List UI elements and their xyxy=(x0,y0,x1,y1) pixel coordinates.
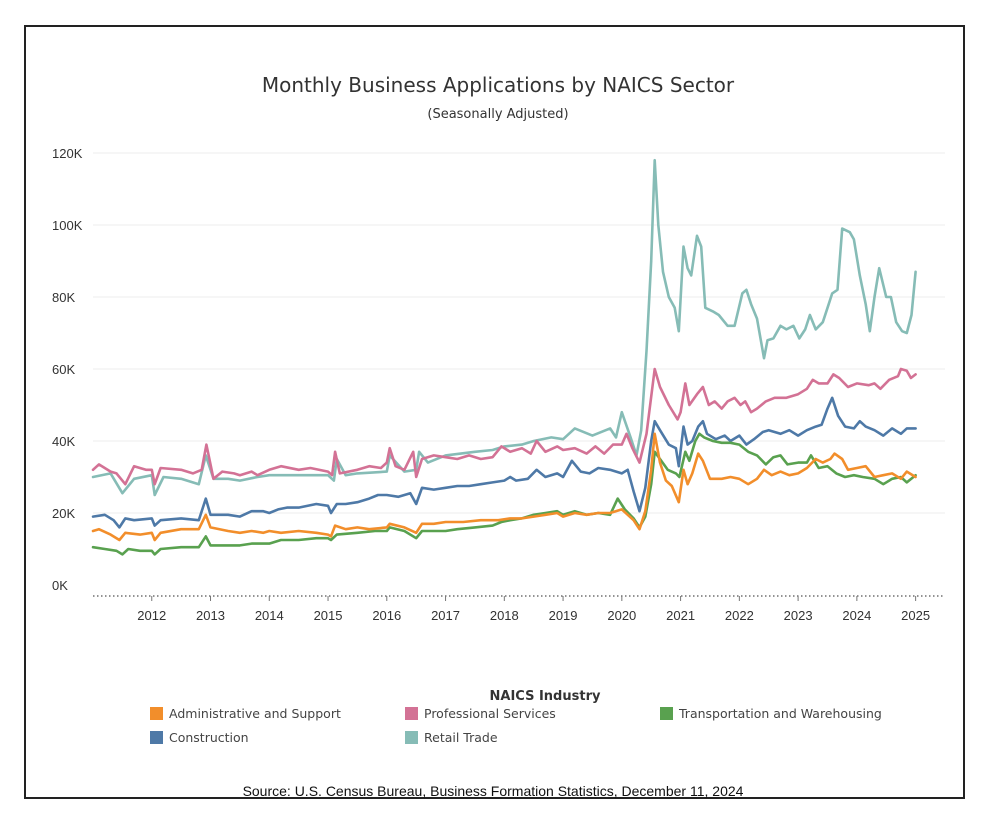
legend-item-professional-services: Professional Services xyxy=(405,706,556,721)
y-tick-label: 40K xyxy=(52,434,75,449)
chart-title: Monthly Business Applications by NAICS S… xyxy=(262,73,735,97)
chart-subtitle: (Seasonally Adjusted) xyxy=(427,107,568,122)
x-tick-label: 2018 xyxy=(490,608,519,623)
legend-item-administrative-and-support: Administrative and Support xyxy=(150,706,341,721)
legend-item-transportation-and-warehousing: Transportation and Warehousing xyxy=(660,706,882,721)
legend-label: Transportation and Warehousing xyxy=(678,706,882,721)
grid-layer xyxy=(93,152,945,514)
x-tick-label: 2020 xyxy=(607,608,636,623)
x-tick-label: 2025 xyxy=(901,608,930,623)
legend-swatch xyxy=(660,707,673,720)
x-axis: 2012 2013 2014 2015 2016 2017 2018 2019 2020 2021… xyxy=(93,595,945,623)
y-tick-label: 20K xyxy=(52,506,75,521)
series-line-retail-trade xyxy=(91,158,917,497)
y-axis: 0K 20K 40K 60K 80K 100K 120K xyxy=(52,146,83,593)
x-tick-label: 2022 xyxy=(725,608,754,623)
x-tick-label: 2021 xyxy=(666,608,695,623)
x-tick-label: 2015 xyxy=(314,608,343,623)
y-tick-label: 0K xyxy=(52,578,68,593)
legend: Administrative and Support Professional S… xyxy=(150,706,882,745)
x-tick-label: 2019 xyxy=(549,608,578,623)
x-tick-label: 2016 xyxy=(372,608,401,623)
legend-item-construction: Construction xyxy=(150,730,249,745)
legend-swatch xyxy=(150,731,163,744)
y-tick-label: 60K xyxy=(52,362,75,377)
x-tick-label: 2017 xyxy=(431,608,460,623)
legend-swatch xyxy=(150,707,163,720)
series-line-transportation-and-warehousing xyxy=(91,432,917,556)
series-line-construction xyxy=(91,396,917,529)
y-tick-label: 100K xyxy=(52,218,83,233)
series-layer xyxy=(91,158,917,556)
x-tick-label: 2014 xyxy=(255,608,284,623)
series-line-professional-services xyxy=(91,367,917,486)
legend-title: NAICS Industry xyxy=(490,689,601,704)
legend-swatch xyxy=(405,707,418,720)
series-line-administrative-and-support xyxy=(91,432,917,542)
source-note: Source: U.S. Census Bureau, Business For… xyxy=(243,783,744,799)
legend-label: Administrative and Support xyxy=(169,706,341,721)
x-tick-label: 2023 xyxy=(784,608,813,623)
legend-swatch xyxy=(405,731,418,744)
chart-frame xyxy=(24,25,965,799)
y-tick-label: 80K xyxy=(52,290,75,305)
x-tick-label: 2013 xyxy=(196,608,225,623)
x-tick-label: 2012 xyxy=(137,608,166,623)
legend-label: Retail Trade xyxy=(424,730,498,745)
legend-label: Professional Services xyxy=(424,706,556,721)
x-tick-label: 2024 xyxy=(842,608,871,623)
y-tick-label: 120K xyxy=(52,146,83,161)
legend-label: Construction xyxy=(169,730,249,745)
legend-item-retail-trade: Retail Trade xyxy=(405,730,498,745)
